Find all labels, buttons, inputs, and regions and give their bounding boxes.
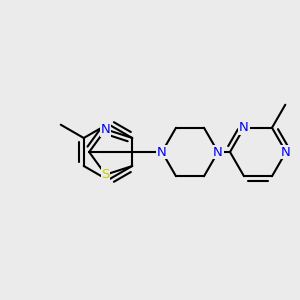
Text: N: N	[101, 123, 110, 136]
Text: N: N	[281, 146, 291, 158]
Text: N: N	[157, 146, 167, 158]
Text: S: S	[101, 168, 110, 181]
Text: N: N	[213, 146, 223, 158]
Text: N: N	[239, 121, 249, 134]
